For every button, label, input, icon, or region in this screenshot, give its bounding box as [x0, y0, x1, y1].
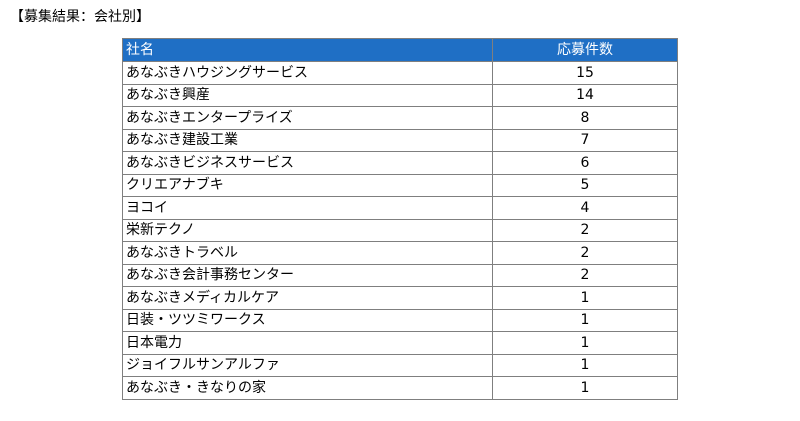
table-row: あなぶきビジネスサービス 6 [122, 151, 678, 175]
table-row: あなぶき興産 14 [122, 83, 678, 107]
table-row: あなぶきハウジングサービス 15 [122, 61, 678, 85]
table-row: あなぶきトラベル 2 [122, 241, 678, 265]
table-header-row: 社名 応募件数 [122, 38, 678, 62]
application-count-cell: 1 [492, 331, 678, 355]
company-name-cell: あなぶきメディカルケア [122, 286, 493, 310]
page-title: 【募集結果：会社別】 [10, 9, 150, 25]
company-name-cell: あなぶき興産 [122, 83, 493, 107]
company-name-cell: 栄新テクノ [122, 218, 493, 242]
company-name-cell: ジョイフルサンアルファ [122, 353, 493, 377]
application-count-cell: 15 [492, 61, 678, 85]
company-name-cell: あなぶきハウジングサービス [122, 61, 493, 85]
application-count-cell: 2 [492, 263, 678, 287]
table-row: クリエアナブキ 5 [122, 173, 678, 197]
table-body: あなぶきハウジングサービス 15 あなぶき興産 14 あなぶきエンタープライズ 8 あなぶき… [122, 61, 678, 400]
application-count-cell: 1 [492, 286, 678, 310]
application-count-cell: 1 [492, 353, 678, 377]
application-count-cell: 2 [492, 218, 678, 242]
application-count-cell: 5 [492, 173, 678, 197]
company-name-cell: 日本電力 [122, 331, 493, 355]
table-row: 日本電力 1 [122, 331, 678, 355]
application-count-cell: 8 [492, 106, 678, 130]
company-name-cell: あなぶきビジネスサービス [122, 151, 493, 175]
company-name-cell: クリエアナブキ [122, 173, 493, 197]
results-table: 社名 応募件数 あなぶきハウジングサービス 15 あなぶき興産 14 あなぶきエンタープ… [122, 38, 678, 400]
application-count-cell: 4 [492, 196, 678, 220]
company-name-cell: あなぶき建設工業 [122, 128, 493, 152]
table-row: あなぶき・きなりの家 1 [122, 376, 678, 400]
table-row: あなぶき建設工業 7 [122, 128, 678, 152]
table-row: あなぶきエンタープライズ 8 [122, 106, 678, 130]
application-count-cell: 1 [492, 376, 678, 400]
column-header-application-count: 応募件数 [492, 38, 678, 62]
company-name-cell: ヨコイ [122, 196, 493, 220]
application-count-cell: 6 [492, 151, 678, 175]
table-row: 日装・ツツミワークス 1 [122, 308, 678, 332]
application-count-cell: 1 [492, 308, 678, 332]
company-name-cell: あなぶき・きなりの家 [122, 376, 493, 400]
application-count-cell: 2 [492, 241, 678, 265]
application-count-cell: 7 [492, 128, 678, 152]
table-row: ヨコイ 4 [122, 196, 678, 220]
company-name-cell: あなぶき会計事務センター [122, 263, 493, 287]
company-name-cell: 日装・ツツミワークス [122, 308, 493, 332]
application-count-cell: 14 [492, 83, 678, 107]
table-row: ジョイフルサンアルファ 1 [122, 353, 678, 377]
table-row: 栄新テクノ 2 [122, 218, 678, 242]
table-row: あなぶきメディカルケア 1 [122, 286, 678, 310]
company-name-cell: あなぶきトラベル [122, 241, 493, 265]
table-row: あなぶき会計事務センター 2 [122, 263, 678, 287]
company-name-cell: あなぶきエンタープライズ [122, 106, 493, 130]
column-header-company-name: 社名 [122, 38, 493, 62]
